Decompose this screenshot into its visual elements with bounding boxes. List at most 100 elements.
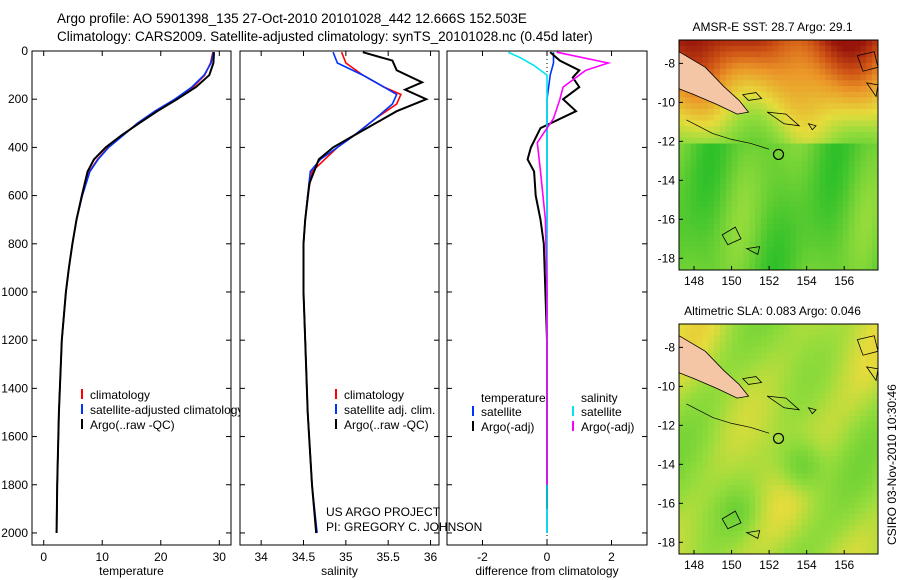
map-cell [784, 433, 791, 440]
map-cell [819, 86, 826, 93]
map-cell [784, 252, 791, 259]
map-cell [690, 109, 697, 116]
map-cell [778, 258, 785, 265]
map-cell [801, 324, 809, 331]
map-cell [725, 370, 733, 377]
map-cell [760, 132, 768, 139]
map-cell [854, 427, 861, 434]
map-cell [831, 224, 838, 231]
map-cell [819, 120, 826, 127]
map-cell [796, 410, 803, 417]
map-cell [778, 370, 785, 377]
map-cell [825, 132, 832, 139]
map-cell [854, 137, 861, 144]
map-cell [860, 347, 867, 354]
map-cell [860, 224, 867, 231]
map-cell [796, 155, 803, 162]
map-cell [819, 370, 826, 377]
map-cell [790, 166, 797, 173]
map-cell [679, 206, 686, 213]
map-cell [842, 172, 850, 179]
map-cell [872, 473, 879, 480]
map-cell [731, 137, 738, 144]
map-cell [772, 324, 779, 331]
map-cell [731, 68, 738, 75]
map-cell [872, 201, 879, 208]
map-cell [842, 252, 850, 259]
map-cell [749, 387, 756, 394]
map-cell [679, 450, 686, 457]
map-cell [854, 63, 861, 70]
map-cell [737, 201, 744, 208]
map-cell [837, 393, 844, 400]
map-cell [719, 444, 727, 451]
map-cell [854, 235, 861, 242]
map-cell [872, 258, 879, 265]
map-cell [778, 172, 785, 179]
map-cell [842, 160, 850, 167]
map-cell [708, 525, 715, 532]
map-cell [749, 258, 756, 265]
map-cell [837, 536, 844, 543]
map-cell [807, 218, 815, 225]
map-cell [760, 462, 768, 469]
map-cell [684, 252, 692, 259]
map-cell [790, 531, 797, 538]
map-cell [842, 324, 850, 331]
map-x-tick-label: 156 [834, 558, 854, 572]
map-cell [731, 247, 738, 254]
map-cell [743, 143, 750, 150]
map-cell [696, 40, 703, 47]
map-cell [778, 427, 785, 434]
map-cell [866, 183, 873, 190]
map-cell [766, 450, 774, 457]
map-cell [679, 427, 686, 434]
map-cell [796, 206, 803, 213]
map-cell [842, 548, 850, 555]
map-cell [690, 479, 697, 486]
map-cell [825, 183, 832, 190]
map-cell [854, 324, 861, 331]
map-cell [790, 218, 797, 225]
map-cell [778, 352, 785, 359]
map-cell [714, 166, 721, 173]
map-cell [854, 335, 861, 342]
map-cell [872, 421, 879, 428]
map-cell [702, 427, 709, 434]
map-cell [831, 241, 838, 248]
map-cell [696, 206, 703, 213]
map-cell [825, 341, 832, 348]
map-cell [714, 324, 721, 331]
map-cell [848, 473, 855, 480]
map-cell [755, 166, 762, 173]
map-cell [854, 347, 861, 354]
map-cell [737, 404, 744, 411]
map-cell [801, 490, 809, 497]
map-cell [872, 370, 879, 377]
map-cell [825, 536, 832, 543]
map-cell [807, 86, 815, 93]
map-cell [766, 548, 774, 555]
map-cell [819, 97, 826, 104]
map-cell [784, 398, 791, 405]
map-cell [749, 155, 756, 162]
map-cell [679, 519, 686, 526]
map-cell [796, 74, 803, 81]
map-cell [866, 513, 873, 520]
legend-entry: climatology [90, 388, 150, 402]
map-cell [731, 519, 738, 526]
map-cell [755, 40, 762, 47]
map-cell [831, 450, 838, 457]
map-cell [842, 358, 850, 365]
map-cell [690, 155, 697, 162]
map-cell [690, 229, 697, 236]
map-cell [725, 183, 733, 190]
map-cell [702, 137, 709, 144]
map-cell [848, 74, 855, 81]
map-cell [831, 427, 838, 434]
map-cell [842, 335, 850, 342]
map-cell [801, 341, 809, 348]
map-cell [813, 427, 820, 434]
map-cell [813, 218, 820, 225]
map-cell [749, 120, 756, 127]
